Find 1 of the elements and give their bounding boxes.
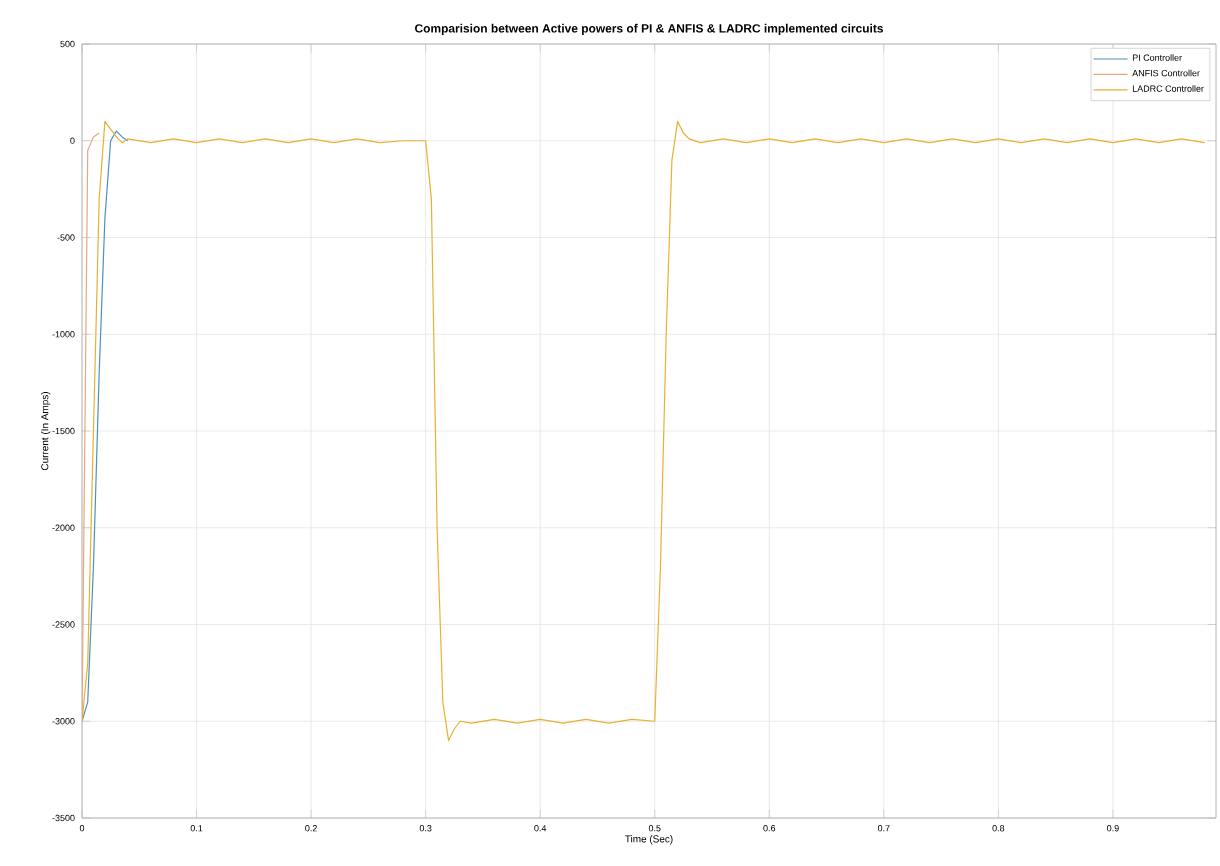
line-series — [82, 130, 129, 722]
